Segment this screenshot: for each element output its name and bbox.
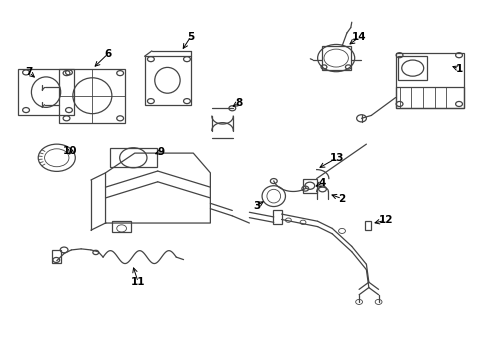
Bar — [397, 56, 427, 80]
Bar — [18, 69, 74, 116]
Text: 4: 4 — [318, 178, 325, 188]
Text: 8: 8 — [235, 98, 242, 108]
Bar — [321, 46, 350, 69]
Text: 7: 7 — [25, 67, 33, 77]
Bar — [303, 179, 316, 193]
Bar — [110, 148, 157, 167]
Text: 11: 11 — [131, 277, 145, 287]
Text: 5: 5 — [187, 32, 194, 41]
Text: 13: 13 — [329, 153, 344, 163]
Text: 14: 14 — [351, 32, 366, 42]
Bar — [395, 53, 463, 108]
Bar — [365, 221, 370, 230]
Bar — [59, 69, 125, 123]
Text: 12: 12 — [378, 215, 392, 225]
Bar — [395, 87, 463, 108]
Bar — [272, 210, 281, 224]
Bar — [112, 221, 131, 232]
Bar — [52, 249, 61, 263]
Text: 3: 3 — [253, 201, 260, 211]
Text: 6: 6 — [104, 49, 111, 59]
Text: 10: 10 — [63, 145, 78, 156]
Text: 9: 9 — [157, 147, 164, 157]
Bar — [144, 56, 190, 105]
Text: 2: 2 — [338, 194, 345, 204]
Text: 1: 1 — [454, 64, 462, 74]
